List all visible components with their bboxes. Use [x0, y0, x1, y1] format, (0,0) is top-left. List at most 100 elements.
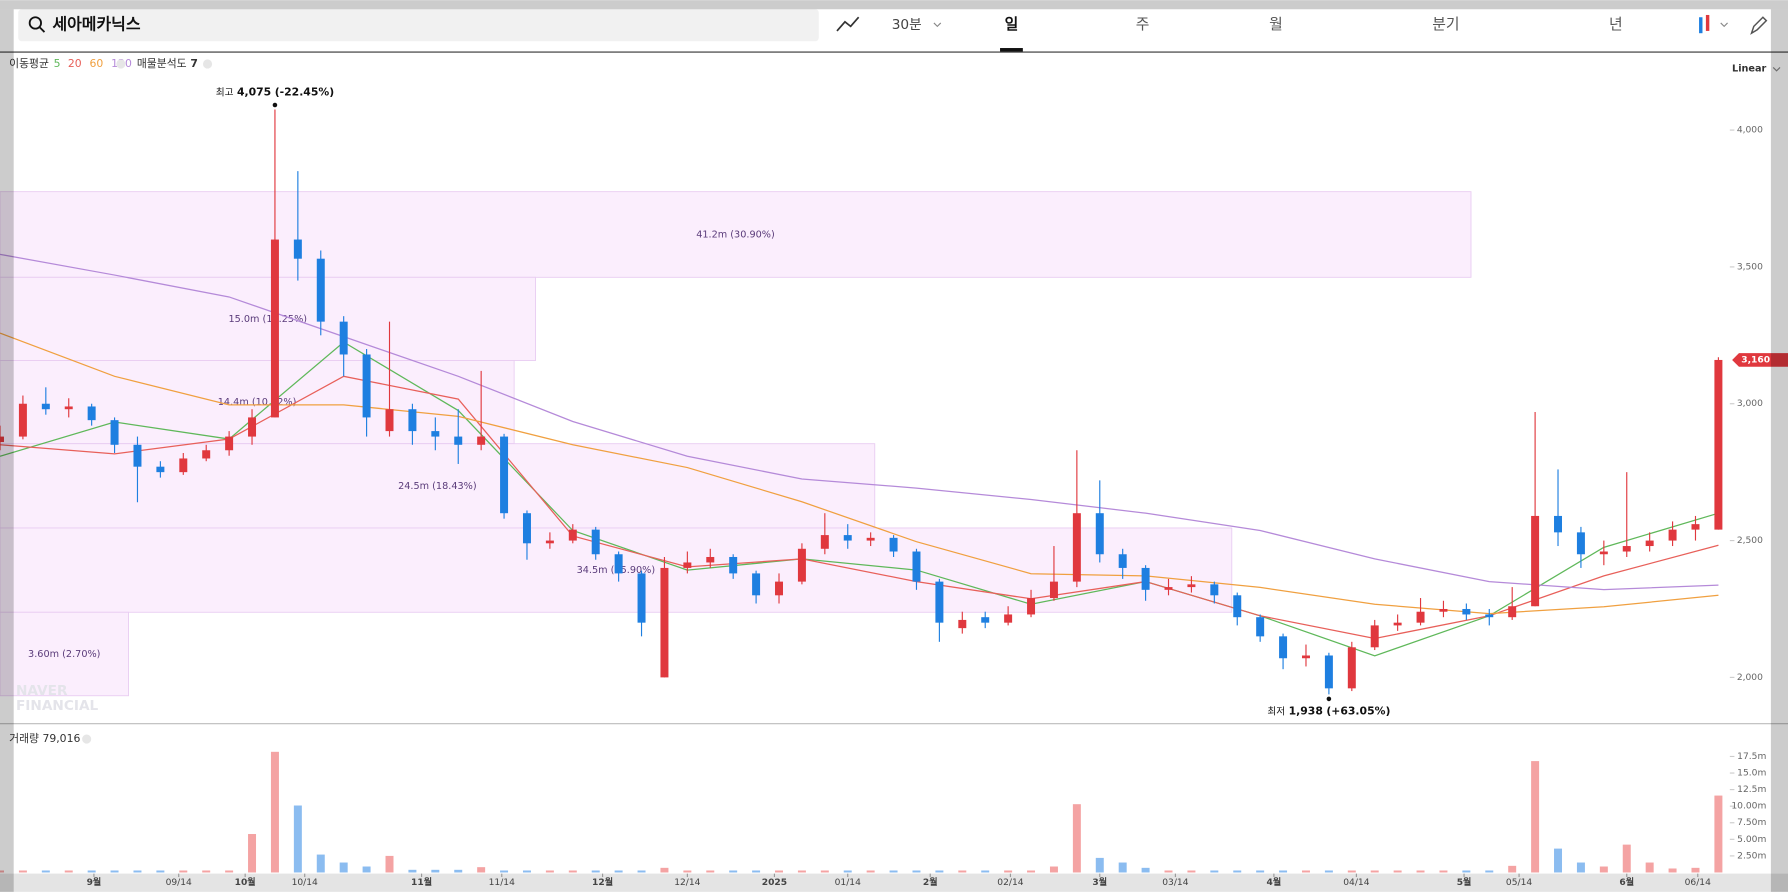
candle-body	[316, 258, 325, 322]
volume-bar	[545, 870, 554, 873]
volume-bar	[270, 751, 279, 873]
profile-legend: 매물분석도	[137, 57, 187, 70]
candle-body	[958, 619, 967, 629]
candle-body	[1187, 584, 1196, 588]
ma-legend: 이동평균	[9, 57, 49, 70]
volume-bar	[1416, 870, 1425, 873]
candle-body	[1508, 606, 1517, 618]
volume-bar	[1370, 870, 1379, 873]
candle-body	[660, 567, 669, 678]
y-tick-label: 7.50m	[1737, 818, 1766, 828]
candle-body	[1714, 359, 1723, 530]
candle-body	[408, 409, 417, 432]
period-tab[interactable]: 일	[1005, 16, 1019, 33]
volume-bar	[1233, 870, 1242, 873]
candle-body	[981, 617, 990, 623]
profile-band-label: 15.0m (11.25%)	[228, 314, 307, 325]
volume-bar	[1095, 857, 1104, 873]
candle-body	[202, 450, 211, 459]
x-tick-label: 01/14	[835, 878, 861, 888]
x-tick-label: 06/14	[1685, 878, 1711, 888]
close-icon[interactable]	[116, 59, 126, 69]
candle-body	[133, 444, 142, 467]
volume-bar	[1462, 870, 1471, 873]
search-box[interactable]	[18, 9, 819, 42]
volume-bar	[1027, 870, 1036, 873]
volume-bar	[248, 834, 257, 873]
volume-bar	[1714, 795, 1723, 873]
volume-bar	[110, 870, 119, 873]
candle-body	[87, 406, 96, 421]
candle-body	[1347, 647, 1356, 689]
volume-bar	[706, 870, 715, 873]
candle-body	[0, 436, 4, 443]
period-tab[interactable]: 월	[1269, 16, 1283, 33]
volume-bar	[568, 870, 577, 873]
candle-body	[1416, 611, 1425, 623]
volume-bar	[1668, 868, 1677, 873]
chart-type-icon[interactable]	[1705, 14, 1710, 31]
candle-body	[293, 239, 302, 259]
candle-body	[706, 556, 715, 563]
volume-bar	[385, 855, 394, 873]
candle-body	[64, 406, 73, 410]
close-icon[interactable]	[82, 734, 92, 744]
volume-bar	[1256, 870, 1265, 873]
candle-body	[1668, 529, 1677, 541]
volume-bar	[293, 805, 302, 873]
close-icon[interactable]	[202, 59, 213, 69]
volume-bar	[1645, 862, 1654, 873]
watermark: NAVER	[16, 683, 68, 699]
volume-bar	[1118, 862, 1127, 873]
price-plot: 2,000 2,500 3,000 3,500 4,000 최고 4,075 (-22.4…	[0, 85, 1788, 717]
scale-mode[interactable]: Linear	[1732, 64, 1766, 75]
frame	[0, 0, 1788, 10]
drawing-tool-icon[interactable]	[836, 16, 860, 32]
volume-bar	[431, 869, 440, 873]
frame	[1770, 9, 1788, 892]
interval-select[interactable]: 30분	[892, 17, 922, 33]
candle-body	[1324, 655, 1333, 689]
x-tick-label: 12/14	[674, 878, 700, 888]
edit-icon[interactable]	[1750, 16, 1768, 35]
volume-bar	[316, 854, 325, 873]
volume-bar	[1004, 870, 1013, 873]
x-tick-label: 2025	[762, 878, 787, 888]
y-tick-label: 4,000	[1737, 126, 1763, 136]
candle-body	[1027, 598, 1036, 615]
volume-legend: 거래량 79,016	[9, 732, 80, 745]
period-tab[interactable]: 주	[1136, 16, 1150, 33]
search-text[interactable]: 세아메카닉스	[52, 15, 140, 34]
candle-body	[1141, 567, 1150, 590]
candle-body	[1004, 614, 1013, 623]
candle-body	[683, 562, 692, 568]
volume-bar	[1141, 867, 1150, 873]
volume-bar	[752, 870, 761, 873]
candle-body	[889, 537, 898, 552]
chart-type-icon[interactable]	[1699, 17, 1703, 34]
volume-bar	[660, 867, 669, 873]
extreme-marker	[272, 102, 278, 108]
volume-bar	[408, 869, 417, 873]
profile-band	[0, 443, 876, 529]
period-tab[interactable]: 년	[1609, 16, 1623, 33]
y-tick-label: 5.00m	[1737, 835, 1766, 845]
extreme-change: (+63.05%)	[1326, 704, 1390, 717]
candle-body	[1072, 513, 1081, 582]
x-tick-label: 12월	[592, 876, 613, 888]
candle-body	[454, 436, 463, 445]
candle-body	[41, 403, 50, 410]
volume-bar	[1279, 870, 1288, 873]
volume-bar	[1622, 844, 1631, 873]
volume-bar	[1072, 804, 1081, 873]
candle-body	[477, 436, 486, 445]
candle-body	[1554, 515, 1563, 533]
volume-bar	[1347, 870, 1356, 873]
candle-body	[1370, 625, 1379, 648]
chevron	[1720, 22, 1728, 28]
period-tab[interactable]: 분기	[1432, 16, 1459, 33]
volume-bar	[156, 870, 165, 873]
candle-body	[1485, 614, 1494, 618]
